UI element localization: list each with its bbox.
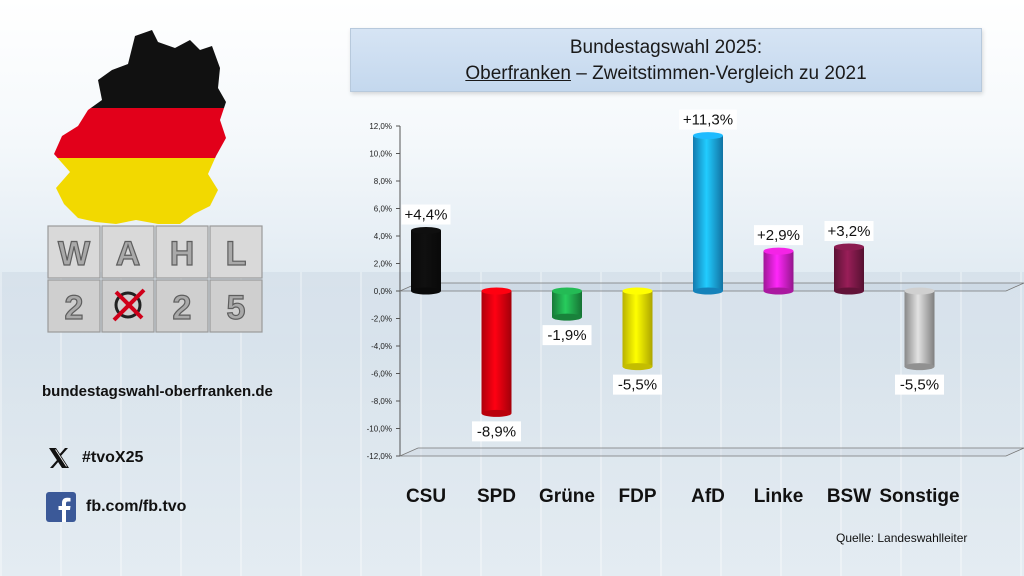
data-label-text: -1,9%	[547, 327, 586, 344]
bar-bottom-fdp	[622, 363, 653, 371]
data-label-text: -5,5%	[618, 377, 657, 394]
data-label-bsw: +3,2%	[824, 221, 874, 241]
bar-top-fdp	[622, 287, 653, 295]
category-label-csu: CSU	[406, 486, 446, 507]
bar-bottom-bsw	[834, 287, 864, 295]
y-tick-label: -12,0%	[367, 452, 392, 461]
data-label-bg	[401, 204, 451, 225]
y-tick-label: -2,0%	[371, 315, 392, 324]
category-label-bsw: BSW	[827, 486, 871, 507]
y-tick-label: 12,0%	[369, 122, 392, 131]
y-tick-label: -8,0%	[371, 397, 392, 406]
y-tick-label: -4,0%	[371, 342, 392, 351]
y-tick-label: 10,0%	[369, 150, 392, 159]
y-tick-label: -6,0%	[371, 370, 392, 379]
svg-text:H: H	[170, 235, 195, 273]
data-label-afd: +11,3%	[679, 109, 737, 130]
bar-linke	[763, 251, 794, 291]
category-label-sonstige: Sonstige	[879, 486, 959, 507]
x-handle-label: #tvoX25	[82, 449, 144, 466]
bar-top-grne	[552, 287, 582, 295]
svg-text:2: 2	[173, 289, 192, 327]
y-tick-label: 6,0%	[374, 205, 392, 214]
x-handle[interactable]: #tvoX25	[46, 446, 143, 470]
data-label-fdp: -5,5%	[613, 374, 662, 395]
data-label-bg	[679, 109, 737, 130]
chart-title-line1: Bundestagswahl 2025:	[569, 37, 763, 58]
svg-text:A: A	[116, 235, 141, 273]
bar-afd	[693, 135, 723, 291]
source-note: Quelle: Landeswahlleiter	[836, 531, 968, 545]
data-label-bg	[472, 421, 521, 442]
bar-bottom-afd	[693, 287, 723, 295]
data-label-text: +3,2%	[828, 223, 871, 240]
data-label-text: +4,4%	[405, 207, 448, 224]
bar-bottom-spd	[481, 409, 512, 417]
chart-title-line2: Oberfranken – Zweitstimmen-Vergleich zu …	[351, 61, 981, 87]
ballot-cross-icon	[112, 288, 146, 322]
chart-title-box: Bundestagswahl 2025: Oberfranken – Zweit…	[350, 28, 982, 92]
bar-bottom-grne	[552, 313, 582, 321]
bar-csu	[411, 230, 441, 291]
data-label-bg	[824, 221, 874, 241]
data-label-text: +11,3%	[683, 112, 733, 129]
y-tick-label: 2,0%	[374, 260, 392, 269]
data-label-bg	[613, 374, 662, 395]
data-label-spd: -8,9%	[472, 421, 521, 442]
category-label-spd: SPD	[477, 486, 516, 507]
bar-bottom-csu	[411, 287, 441, 295]
data-label-bg	[895, 374, 944, 395]
svg-text:2: 2	[65, 289, 84, 327]
data-label-text: +2,9%	[757, 227, 800, 244]
chart-title-subtitle: – Zweitstimmen-Vergleich zu 2021	[570, 63, 867, 84]
facebook-icon	[46, 492, 76, 522]
y-tick-label: 8,0%	[374, 177, 392, 186]
x-logo-icon	[49, 448, 69, 468]
chart-title-region: Oberfranken	[465, 63, 571, 84]
data-label-bg	[754, 225, 803, 246]
category-label-fdp: FDP	[619, 486, 657, 507]
data-label-sonstige: -5,5%	[895, 374, 944, 395]
bar-sonstige	[904, 291, 935, 367]
bar-top-bsw	[834, 243, 864, 251]
facebook-link[interactable]: fb.com/fb.tvo	[46, 492, 186, 522]
y-tick-label: -10,0%	[367, 425, 392, 434]
data-label-linke: +2,9%	[754, 225, 803, 246]
bar-top-csu	[411, 227, 441, 234]
bar-bottom-sonstige	[904, 363, 935, 371]
category-label-afd: AfD	[691, 486, 725, 507]
facebook-link-label: fb.com/fb.tvo	[86, 498, 187, 515]
floor-plane	[399, 447, 1024, 457]
bar-bottom-linke	[763, 287, 794, 295]
website-link[interactable]: bundestagswahl-oberfranken.de	[42, 383, 273, 400]
bar-top-sonstige	[904, 287, 935, 295]
svg-text:5: 5	[227, 289, 246, 327]
data-label-text: -8,9%	[477, 423, 516, 440]
svg-text:L: L	[226, 235, 247, 273]
category-label-grne: Grüne	[539, 486, 595, 507]
bar-top-linke	[763, 247, 794, 255]
bar-bsw	[834, 247, 864, 291]
bar-spd	[481, 291, 512, 414]
germany-map-icon	[54, 30, 226, 224]
y-tick-label: 4,0%	[374, 232, 392, 241]
bar-top-afd	[693, 132, 723, 140]
wahl-2025-logo: W A H L 2 2 5	[47, 30, 263, 333]
svg-text:W: W	[58, 235, 91, 273]
data-label-bg	[542, 325, 592, 346]
data-label-text: -5,5%	[900, 377, 939, 394]
data-label-csu: +4,4%	[401, 204, 451, 225]
bar-fdp	[622, 291, 653, 367]
bar-top-spd	[481, 287, 512, 295]
data-label-grne: -1,9%	[542, 325, 592, 346]
category-label-linke: Linke	[754, 486, 804, 507]
bar-chart: 12,0% 10,0% 8,0% 6,0% 4,0% 2,0% 0,0% -2,0% -4,0%…	[367, 109, 1024, 507]
y-tick-label: 0,0%	[374, 287, 392, 296]
bar-grne	[552, 291, 582, 318]
